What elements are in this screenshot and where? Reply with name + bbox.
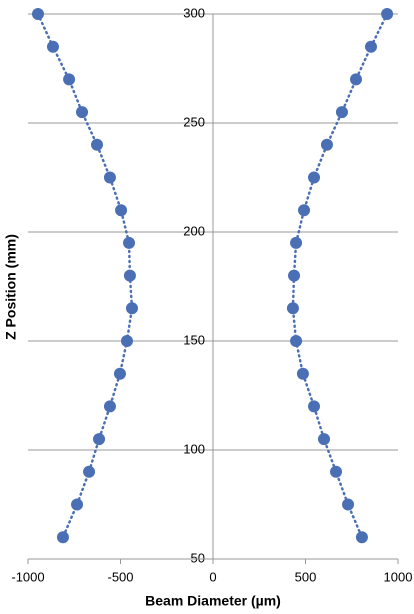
point — [103, 171, 116, 184]
point — [335, 106, 348, 119]
point — [318, 433, 330, 446]
point — [381, 8, 394, 20]
point — [46, 40, 59, 53]
point — [113, 367, 126, 380]
point — [288, 269, 301, 282]
point — [342, 498, 355, 511]
x-tick-label: 0 — [209, 569, 216, 584]
point — [350, 73, 363, 86]
point — [31, 8, 44, 20]
point — [320, 138, 333, 151]
y-tick-label: 250 — [183, 114, 205, 129]
x-tick-label: 500 — [295, 569, 317, 584]
point — [296, 367, 309, 380]
point — [125, 302, 138, 315]
x-tick-label: -500 — [107, 569, 133, 584]
point — [83, 465, 96, 478]
point — [286, 302, 299, 315]
y-tick-label: 100 — [183, 441, 205, 456]
trend-line — [291, 12, 389, 539]
point — [364, 40, 377, 53]
point — [290, 335, 303, 347]
y-tick-label: 50 — [191, 550, 205, 565]
point — [71, 498, 84, 511]
x-axis-label: Beam Diameter (µm) — [145, 593, 281, 609]
point — [63, 73, 76, 86]
point — [330, 465, 343, 478]
point — [123, 269, 136, 282]
point — [123, 236, 136, 249]
point — [115, 204, 128, 217]
x-tick-label: 1000 — [384, 569, 413, 584]
point — [355, 531, 368, 544]
y-tick-label: 300 — [183, 5, 205, 20]
y-axis-label: Z Position (mm) — [3, 234, 19, 340]
point — [308, 171, 321, 184]
point — [298, 204, 311, 217]
y-tick-label: 200 — [183, 223, 205, 238]
point — [56, 531, 69, 544]
point — [308, 400, 321, 413]
trend-line — [36, 12, 134, 539]
x-tick-label: -1000 — [11, 569, 44, 584]
y-tick-label: 150 — [183, 332, 205, 347]
point — [93, 433, 106, 446]
point — [120, 335, 133, 347]
point — [91, 138, 104, 151]
point — [103, 400, 116, 413]
point — [76, 106, 89, 119]
point — [290, 236, 303, 249]
